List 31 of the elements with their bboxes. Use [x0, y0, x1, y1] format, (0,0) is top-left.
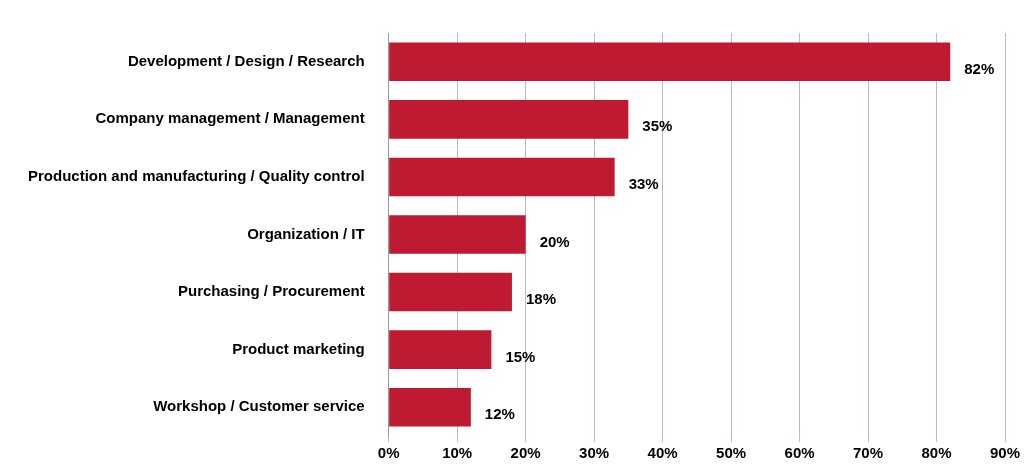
data-label: 18% [525, 290, 556, 308]
x-tick-label: 30% [579, 444, 610, 462]
y-tick-label: Company management / Management [95, 109, 365, 127]
data-label: 15% [505, 347, 536, 365]
data-label: 82% [964, 59, 995, 77]
y-tick-label: Production and manufacturing / Quality control [27, 167, 365, 185]
x-tick-label: 10% [442, 444, 473, 462]
data-label: 12% [484, 405, 515, 423]
data-label: 35% [642, 117, 673, 135]
x-tick-label: 80% [921, 444, 952, 462]
x-tick-label: 60% [784, 444, 815, 462]
bar [389, 215, 526, 254]
y-tick-label: Purchasing / Procurement [177, 282, 365, 300]
bar [389, 272, 512, 312]
bar [389, 42, 951, 82]
y-tick-label: Product marketing [232, 339, 365, 357]
bar [389, 157, 615, 197]
bar [389, 100, 629, 139]
data-label: 20% [539, 232, 570, 250]
x-tick-label: 0% [377, 444, 400, 462]
y-tick-label: Development / Design / Research [127, 51, 365, 69]
x-tick-label: 70% [853, 444, 884, 462]
bar [389, 387, 471, 427]
bar [389, 330, 492, 369]
x-tick-label: 40% [647, 444, 678, 462]
x-tick-label: 50% [716, 444, 747, 462]
y-tick-label: Workshop / Customer service [153, 397, 365, 415]
x-tick-label: 20% [510, 444, 541, 462]
x-tick-label: 90% [989, 444, 1021, 462]
data-label: 33% [628, 175, 659, 193]
y-tick-label: Organization / IT [247, 224, 365, 242]
